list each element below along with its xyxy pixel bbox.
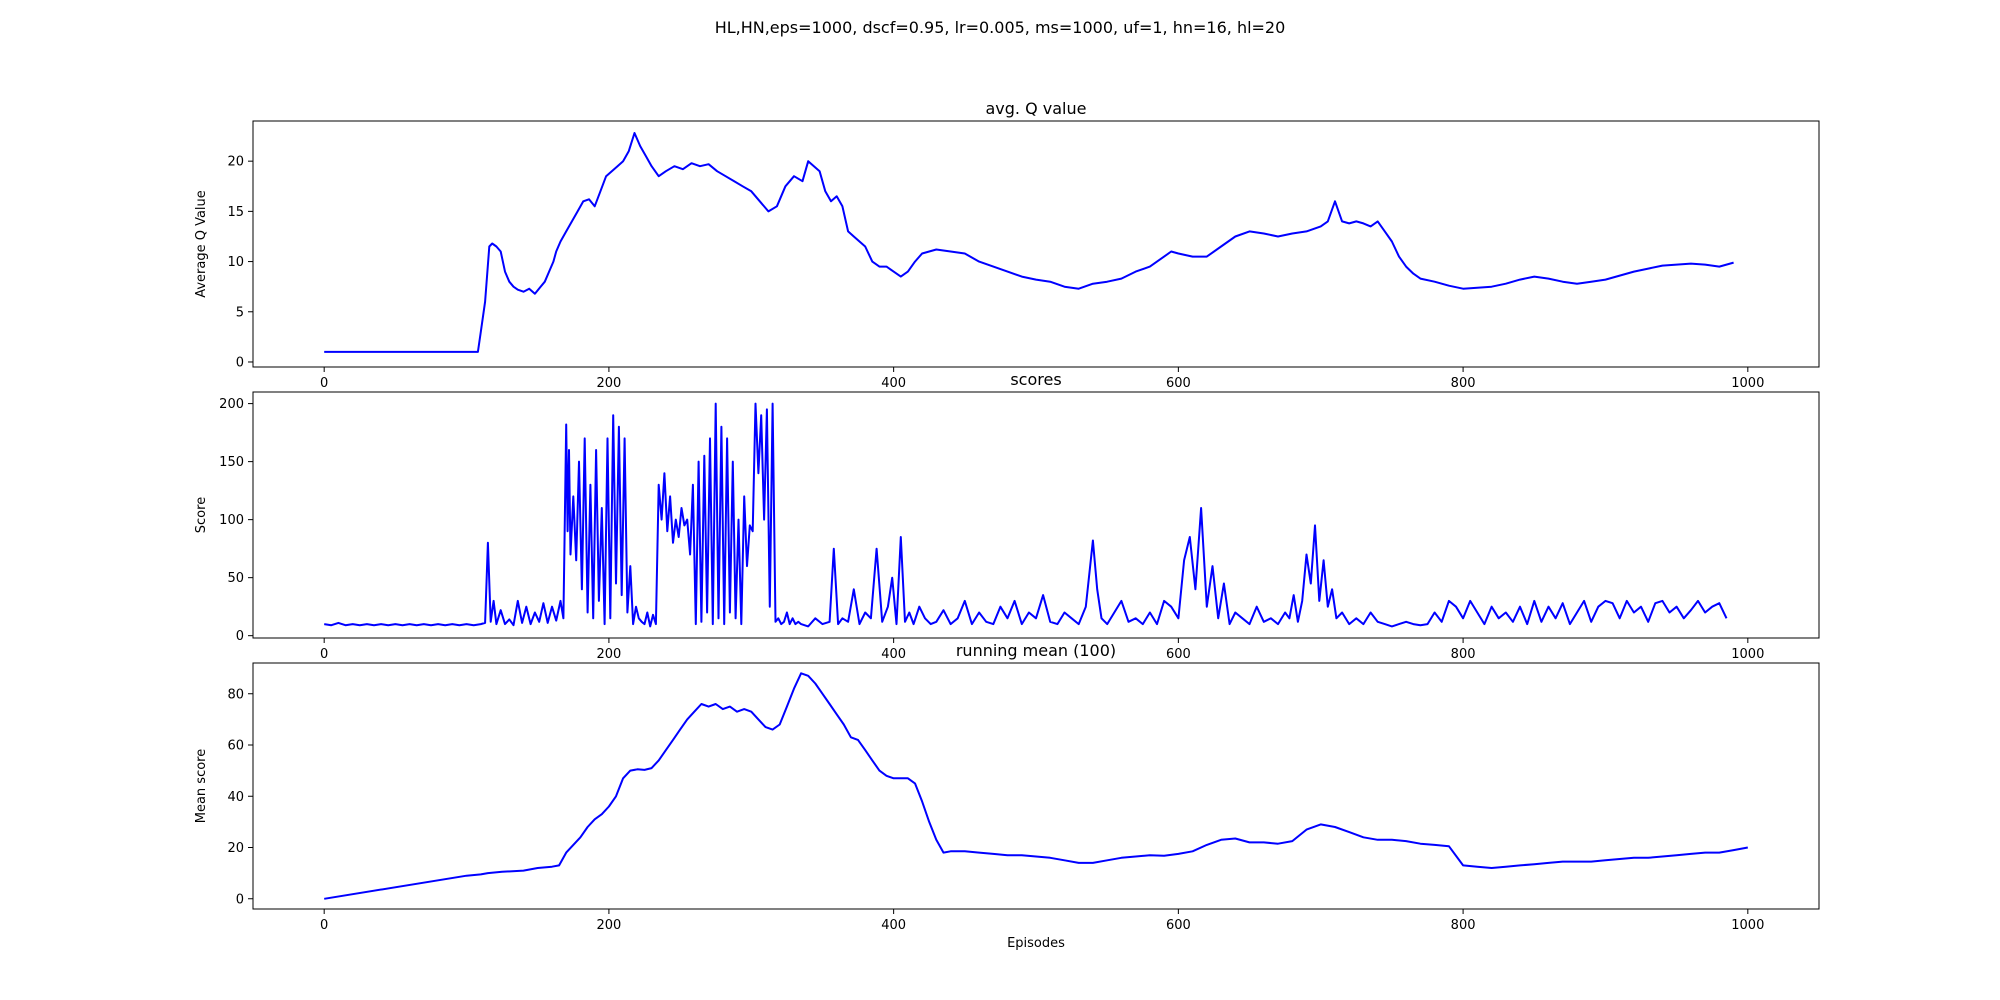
avg-q-value-ytick-label: 20 <box>227 155 244 170</box>
avg-q-value-xtick-label: 400 <box>881 376 906 391</box>
avg-q-value-frame <box>252 120 1820 368</box>
avg-q-value-ytick-label: 15 <box>227 205 244 220</box>
running-mean-series-line-0 <box>324 672 1748 900</box>
avg-q-value-xtick-label: 0 <box>320 376 328 391</box>
avg-q-value-xtick-label: 600 <box>1166 376 1191 391</box>
scores-xtick-label: 600 <box>1166 647 1191 662</box>
running-mean-frame <box>252 662 1820 910</box>
figure-suptitle: HL,HN,eps=1000, dscf=0.95, lr=0.005, ms=… <box>715 18 1286 37</box>
running-mean-ytick-label: 0 <box>236 892 244 907</box>
running-mean-ylabel: Mean score <box>194 749 209 823</box>
scores-ytick-label: 200 <box>219 397 244 412</box>
scores-xtick-label: 200 <box>596 647 621 662</box>
avg-q-value-xtick-label: 1000 <box>1731 376 1764 391</box>
scores-ytick-label: 50 <box>227 571 244 586</box>
running-mean-xtick-label: 400 <box>881 918 906 933</box>
running-mean-xtick-label: 1000 <box>1731 918 1764 933</box>
avg-q-value-ytick-label: 10 <box>227 255 244 270</box>
avg-q-value-series-line-0 <box>324 132 1734 353</box>
avg-q-value-ylabel: Average Q Value <box>194 190 209 298</box>
scores-series-line-0 <box>324 402 1728 628</box>
running-mean-xlabel: Episodes <box>1007 936 1065 951</box>
avg-q-value-xtick-label: 800 <box>1451 376 1476 391</box>
scores-xtick-label: 0 <box>320 647 328 662</box>
scores-ylabel: Score <box>194 497 209 533</box>
scores-xtick-label: 800 <box>1451 647 1476 662</box>
scores-ytick-label: 100 <box>219 513 244 528</box>
scores-ytick-label: 0 <box>236 629 244 644</box>
avg-q-value-axes: 0 200 400 600 800 1000 0 5 10 15 20 avg. Q value Ave… <box>194 99 1820 391</box>
running-mean-title: running mean (100) <box>956 641 1116 660</box>
running-mean-xtick-label: 200 <box>596 918 621 933</box>
running-mean-xtick-label: 600 <box>1166 918 1191 933</box>
scores-title: scores <box>1010 370 1061 389</box>
running-mean-ytick-label: 40 <box>227 790 244 805</box>
avg-q-value-ytick-label: 5 <box>236 305 244 320</box>
running-mean-xtick-label: 800 <box>1451 918 1476 933</box>
running-mean-ytick-label: 60 <box>227 739 244 754</box>
avg-q-value-ytick-label: 0 <box>236 355 244 370</box>
avg-q-value-title: avg. Q value <box>986 99 1087 118</box>
scores-frame <box>252 391 1820 639</box>
running-mean-axes: 0 200 400 600 800 1000 0 20 40 60 80 running mean (… <box>194 641 1820 951</box>
avg-q-value-xtick-label: 200 <box>596 376 621 391</box>
scores-axes: 0 200 400 600 800 1000 0 50 100 150 200 scores Score <box>194 370 1820 662</box>
running-mean-xtick-label: 0 <box>320 918 328 933</box>
scores-xtick-label: 400 <box>881 647 906 662</box>
running-mean-ytick-label: 20 <box>227 841 244 856</box>
scores-xtick-label: 1000 <box>1731 647 1764 662</box>
running-mean-ytick-label: 80 <box>227 687 244 702</box>
scores-ytick-label: 150 <box>219 455 244 470</box>
